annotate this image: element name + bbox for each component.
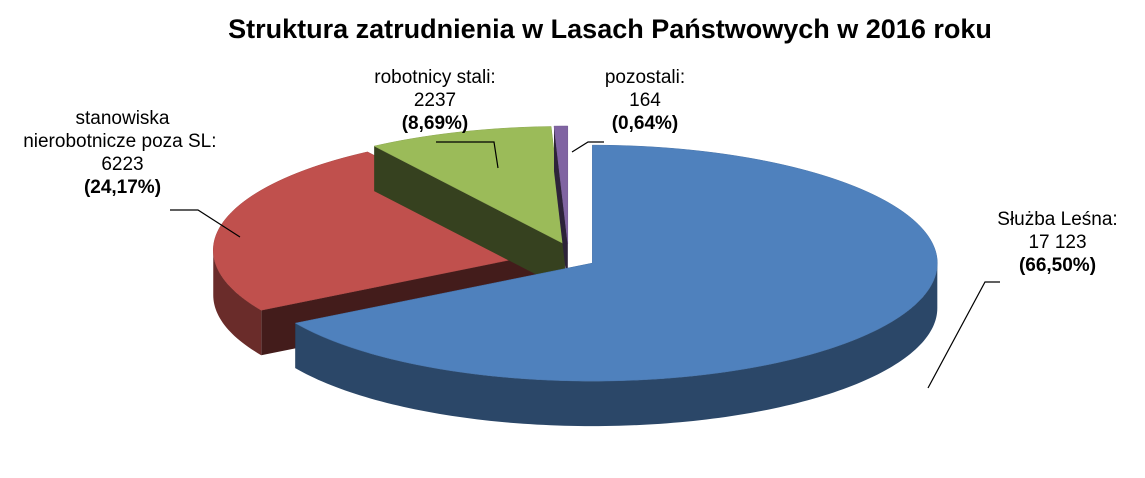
value-label: 17 123 xyxy=(1028,232,1087,253)
slice-label: pozostali: 164 (0,64%) xyxy=(585,66,705,135)
slice xyxy=(553,125,569,245)
slice xyxy=(213,151,560,311)
leader-line xyxy=(170,209,241,238)
value-label: 2237 xyxy=(413,90,457,111)
category-label: pozostali: xyxy=(604,67,686,88)
slice xyxy=(373,126,566,245)
percent-label: (8,69%) xyxy=(401,113,469,134)
leader-line xyxy=(571,141,604,153)
percent-label: (24,17%) xyxy=(83,177,162,198)
leader-line xyxy=(927,281,1000,389)
slice-side xyxy=(295,263,938,427)
slice-wall xyxy=(553,126,568,290)
category-label: stanowiska nierobotnicze poza SL: xyxy=(23,108,217,152)
chart-title: Struktura zatrudnienia w Lasach Państwow… xyxy=(228,14,992,44)
percent-label: (66,50%) xyxy=(1018,255,1097,276)
slice xyxy=(294,144,938,382)
category-label: robotnicy stali: xyxy=(374,67,496,88)
leader-line xyxy=(436,141,499,169)
value-label: 164 xyxy=(629,90,661,111)
slice-label: robotnicy stali: 2237 (8,69%) xyxy=(350,66,520,135)
slice-label: Służba Leśna: 17 123 (66,50%) xyxy=(975,208,1140,277)
value-label: 6223 xyxy=(101,154,144,175)
slice-label: stanowiska nierobotnicze poza SL: 6223 (… xyxy=(20,107,225,199)
slice-side xyxy=(213,250,262,356)
percent-label: (0,64%) xyxy=(611,113,679,134)
category-label: Służba Leśna: xyxy=(997,209,1118,230)
slice-wall xyxy=(374,146,565,290)
